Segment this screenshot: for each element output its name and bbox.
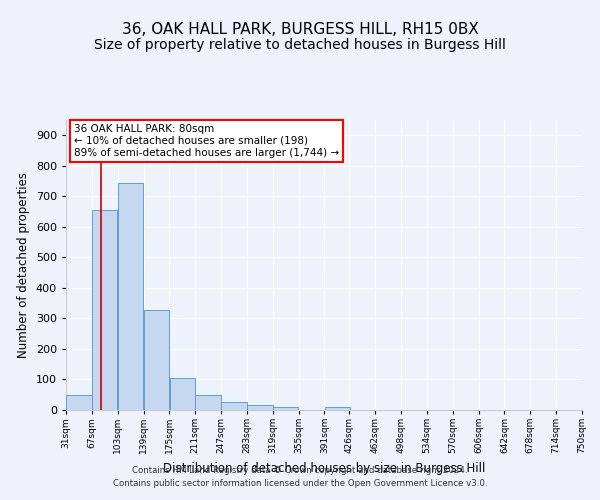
Text: 36 OAK HALL PARK: 80sqm
← 10% of detached houses are smaller (198)
89% of semi-d: 36 OAK HALL PARK: 80sqm ← 10% of detache… [74,124,339,158]
Bar [247,406,272,410]
Bar [170,378,195,410]
Bar [118,182,143,410]
Text: Contains HM Land Registry data © Crown copyright and database right 2024.
Contai: Contains HM Land Registry data © Crown c… [113,466,487,487]
Bar [221,402,247,410]
Bar [66,394,92,410]
Bar [325,407,350,410]
X-axis label: Distribution of detached houses by size in Burgess Hill: Distribution of detached houses by size … [163,462,485,474]
Bar [92,210,118,410]
Bar [196,394,221,410]
Y-axis label: Number of detached properties: Number of detached properties [17,172,30,358]
Text: 36, OAK HALL PARK, BURGESS HILL, RH15 0BX: 36, OAK HALL PARK, BURGESS HILL, RH15 0B… [122,22,478,38]
Bar [273,407,298,410]
Text: Size of property relative to detached houses in Burgess Hill: Size of property relative to detached ho… [94,38,506,52]
Bar [143,310,169,410]
